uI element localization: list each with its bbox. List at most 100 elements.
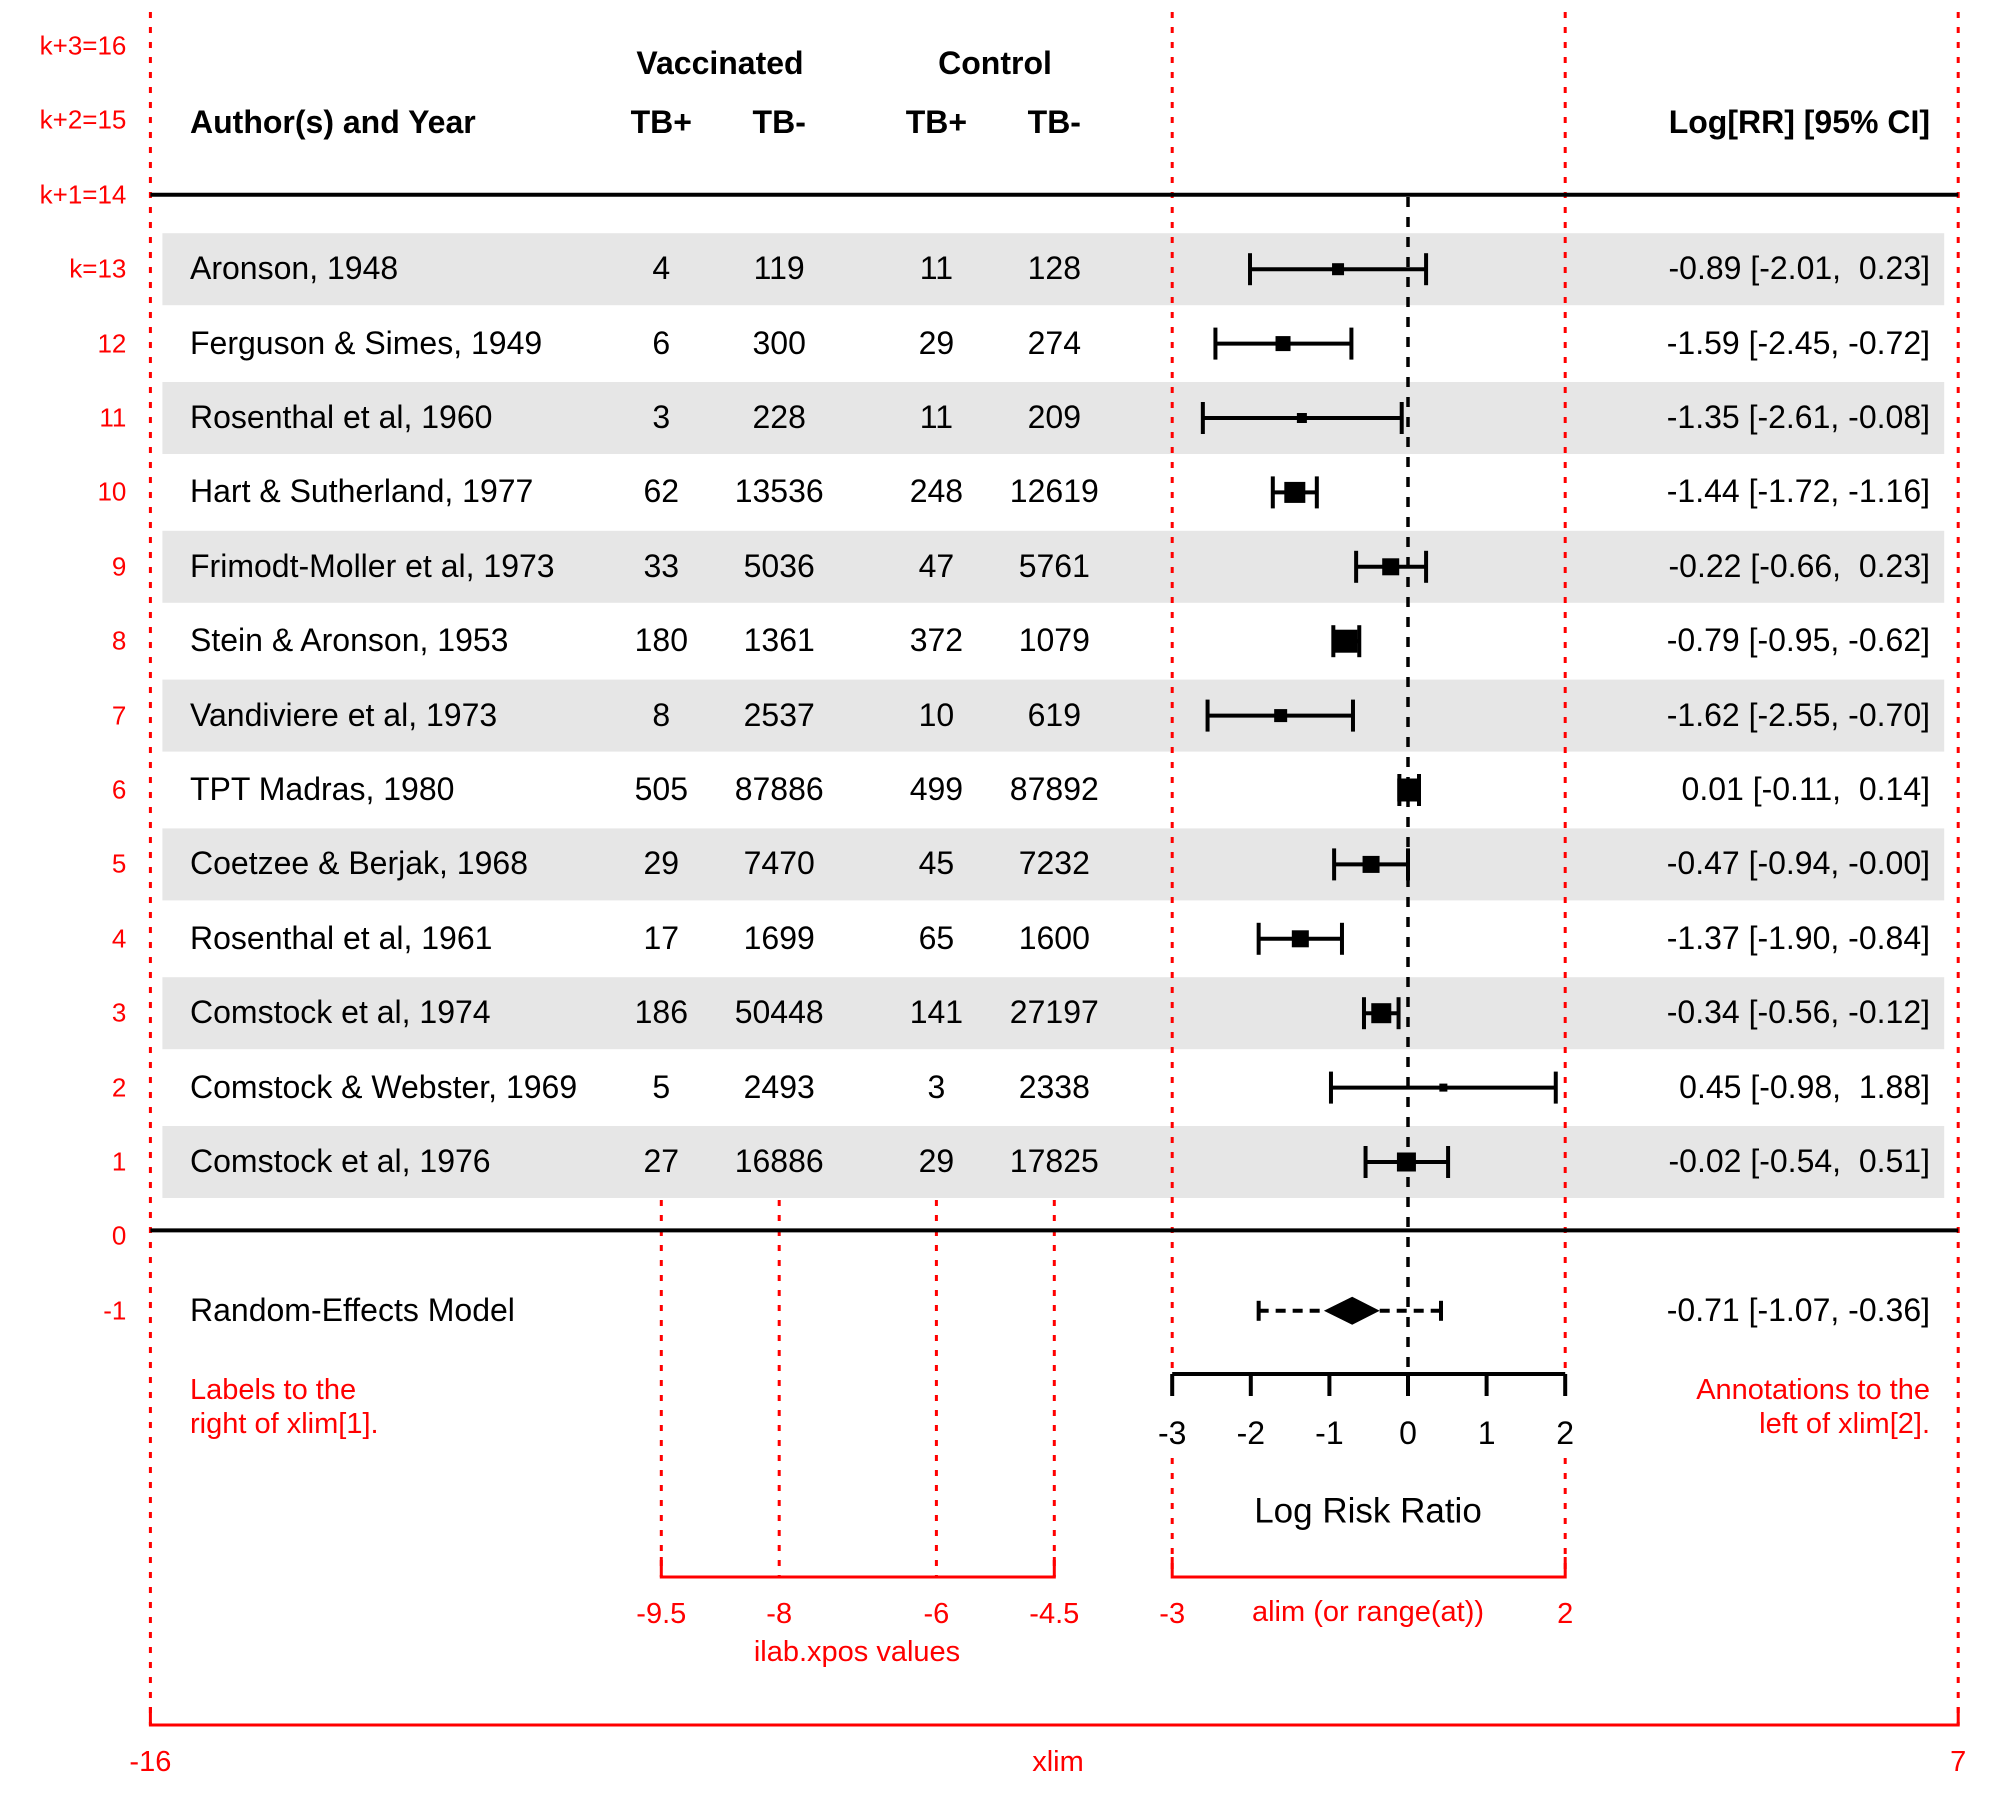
study-annotation: -1.62 [-2.55, -0.70]: [1666, 696, 1930, 733]
column-header-group-vaccinated: Vaccinated: [636, 45, 804, 82]
row-number-label: 11: [99, 402, 127, 433]
study-count-value: 29: [918, 324, 955, 361]
study-count-value: 3: [652, 399, 671, 436]
study-count-value: 8: [652, 696, 671, 733]
study-count-value: 62: [643, 473, 680, 510]
effect-square: [1284, 481, 1306, 503]
study-annotation: 0.45 [-0.98, 1.88]: [1679, 1068, 1930, 1105]
row-number-label: k+1=14: [39, 179, 127, 210]
study-count-value: 50448: [734, 994, 824, 1031]
study-count-value: 29: [918, 1143, 955, 1180]
x-axis-title: Log Risk Ratio: [1254, 1491, 1482, 1531]
row-number-label: 7: [111, 699, 127, 730]
x-axis-tick-label: -1: [1315, 1415, 1344, 1452]
row-number-label: 8: [111, 625, 127, 656]
ilab-bracket-label: -9.5: [636, 1597, 687, 1630]
study-count-value: 33: [643, 548, 680, 584]
study-count-value: 5: [652, 1068, 671, 1105]
row-number-label: 5: [111, 848, 127, 879]
x-axis-tick-label: -3: [1157, 1415, 1187, 1452]
study-count-value: 1079: [1018, 622, 1090, 659]
study-count-value: 13536: [734, 473, 824, 510]
study-count-value: 1600: [1018, 920, 1090, 956]
study-count-value: 209: [1027, 399, 1081, 436]
study-count-value: 27197: [1009, 994, 1099, 1031]
column-header-tb: TB-: [752, 104, 806, 141]
effect-square: [1439, 1083, 1448, 1092]
study-count-value: 17825: [1009, 1143, 1099, 1180]
study-count-value: 180: [634, 622, 688, 659]
study-count-value: 12619: [1009, 473, 1099, 510]
study-count-value: 141: [909, 994, 964, 1031]
study-count-value: 248: [909, 473, 964, 510]
column-header-group-control: Control: [938, 45, 1052, 82]
study-count-value: 27: [643, 1143, 680, 1180]
guide-note-left-line1: Labels to the: [190, 1373, 357, 1406]
study-count-value: 119: [753, 250, 805, 287]
study-annotation: -1.59 [-2.45, -0.72]: [1666, 324, 1930, 361]
row-number-label: 4: [111, 923, 127, 954]
study-annotation: -1.37 [-1.90, -0.84]: [1666, 920, 1930, 956]
study-label: Comstock et al, 1976: [190, 1143, 491, 1180]
study-annotation: -0.47 [-0.94, -0.00]: [1666, 845, 1930, 882]
ilab-bracket-label: -4.5: [1029, 1597, 1080, 1630]
study-count-value: 228: [752, 399, 806, 436]
effect-square: [1362, 855, 1380, 873]
study-annotation: -0.02 [-0.54, 0.51]: [1668, 1143, 1931, 1180]
study-count-value: 2493: [743, 1068, 815, 1105]
study-count-value: 5036: [743, 548, 815, 584]
xlim-axis-caption: xlim: [1032, 1745, 1084, 1778]
study-annotation: -0.34 [-0.56, -0.12]: [1666, 994, 1930, 1031]
study-count-value: 300: [752, 324, 806, 361]
study-count-value: 47: [918, 548, 955, 584]
study-label: Rosenthal et al, 1961: [190, 920, 493, 956]
study-annotation: 0.01 [-0.11, 0.14]: [1681, 771, 1930, 808]
study-count-value: 7232: [1018, 845, 1090, 882]
summary-diamond: [1323, 1296, 1380, 1325]
column-header-tb: TB-: [1027, 104, 1081, 141]
ilab-bracket-label: -8: [766, 1597, 793, 1630]
summary-label: Random-Effects Model: [190, 1292, 515, 1329]
ilab-bracket-caption: ilab.xpos values: [753, 1635, 961, 1668]
study-label: Rosenthal et al, 1960: [190, 399, 493, 436]
study-count-value: 3: [927, 1068, 946, 1105]
study-count-value: 186: [634, 994, 688, 1031]
guide-note-right-line1: Annotations to the: [1696, 1373, 1930, 1406]
study-count-value: 4: [652, 250, 671, 287]
study-count-value: 372: [909, 622, 964, 659]
study-label: Coetzee & Berjak, 1968: [190, 845, 528, 882]
xlim-axis-label: 7: [1950, 1745, 1967, 1778]
guide-note-right-line2: left of xlim[2].: [1759, 1407, 1930, 1440]
x-axis-tick-label: 0: [1399, 1415, 1417, 1452]
row-number-label: -1: [103, 1295, 127, 1326]
alim-bracket-label: -3: [1159, 1597, 1186, 1630]
column-header-author: Author(s) and Year: [190, 104, 476, 141]
study-label: TPT Madras, 1980: [190, 771, 455, 808]
row-shading-band: [162, 382, 1945, 454]
ilab-bracket-label: -6: [923, 1597, 950, 1630]
study-label: Comstock et al, 1974: [190, 994, 491, 1031]
alim-bracket: [1170, 1557, 1567, 1579]
study-label: Hart & Sutherland, 1977: [190, 473, 534, 510]
xlim-axis-line: [148, 1707, 1960, 1727]
row-shading-band: [162, 977, 1945, 1050]
study-annotation: -0.22 [-0.66, 0.23]: [1668, 548, 1931, 584]
study-count-value: 619: [1027, 696, 1081, 733]
study-count-value: 128: [1027, 250, 1081, 287]
effect-square: [1397, 778, 1421, 802]
study-annotation: -1.35 [-2.61, -0.08]: [1666, 399, 1930, 436]
study-count-value: 10: [918, 696, 955, 733]
study-count-value: 6: [652, 324, 671, 361]
study-count-value: 1699: [743, 920, 815, 956]
row-number-label: k=13: [69, 253, 127, 284]
row-shading-band: [162, 530, 1945, 603]
study-label: Frimodt-Moller et al, 1973: [190, 548, 555, 584]
study-count-value: 87886: [734, 771, 824, 808]
study-count-value: 505: [634, 771, 688, 808]
row-shading-band: [162, 679, 1945, 752]
summary-annotation: -0.71 [-1.07, -0.36]: [1666, 1292, 1930, 1329]
effect-square: [1332, 263, 1345, 276]
study-count-value: 2338: [1018, 1068, 1090, 1105]
